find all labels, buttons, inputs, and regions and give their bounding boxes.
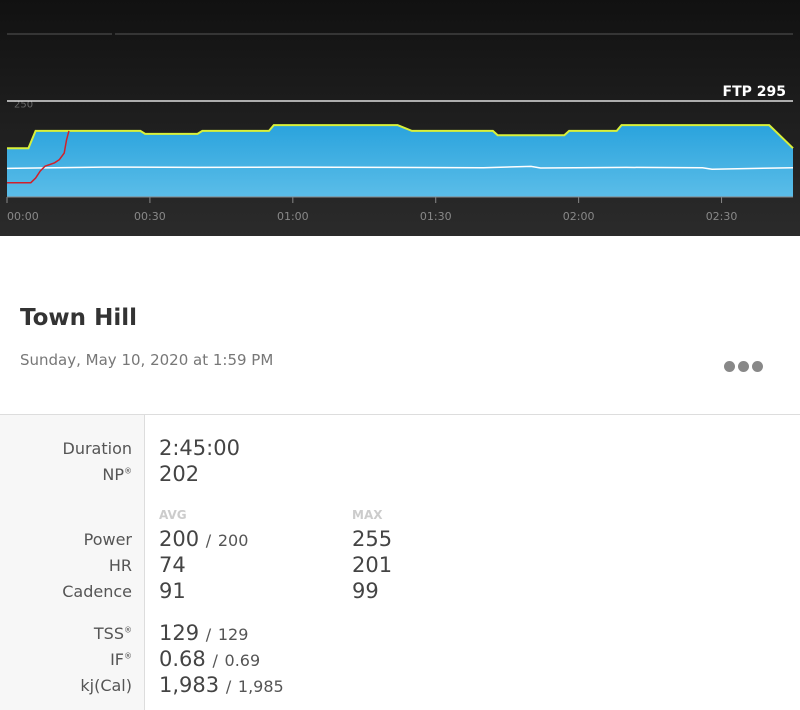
row-label: NP® [102,465,132,484]
separator: / [225,677,232,696]
avg-value: 91 [159,579,186,603]
alt-value: 0.69 [224,651,261,670]
registered-mark: ® [124,651,132,661]
series-line [6,165,794,171]
x-tick-label: 01:00 [277,210,309,223]
row-label: IF® [110,650,132,669]
x-tick-label: 01:30 [420,210,452,223]
separator: / [205,531,212,550]
ftp-label: FTP 295 [723,84,786,100]
registered-mark: ® [124,466,132,476]
workout-title: Town Hill [20,305,137,331]
training-value: 0.68 / 0.69 [159,647,260,671]
more-menu[interactable] [724,357,766,376]
label-text: NP [102,465,124,484]
separator: / [212,651,218,670]
avg-number: 91 [159,579,186,603]
row-label: Power [84,530,132,549]
chart-background [0,0,800,236]
x-tick-label: 00:00 [7,210,39,223]
label-text: HR [108,556,132,575]
row-label: kj(Cal) [80,676,132,695]
y-tick-label: 250 [14,100,33,111]
avg-number: 74 [159,553,186,577]
x-tick-label: 02:00 [563,210,595,223]
label-text: TSS [93,624,124,643]
summary-value: 2:45:00 [159,436,240,460]
label-text: Power [83,530,132,549]
training-value: 1,983 / 1,985 [159,673,284,697]
alt-value: 129 [217,625,249,644]
max-value: 201 [352,553,393,577]
workout-date: Sunday, May 10, 2020 at 1:59 PM [20,351,274,369]
divider [0,414,800,415]
training-number: 129 [159,621,200,645]
training-value: 129 / 129 [159,621,248,645]
column-header: AVG [159,508,187,522]
label-text: Cadence [62,582,132,601]
series-line [7,130,70,184]
label-text: Duration [62,439,133,458]
label-text: kj(Cal) [80,676,132,695]
x-tick-label: 02:30 [706,210,738,223]
separator: / [205,625,212,644]
target-line [7,124,794,150]
avg-value: 200 / 200 [159,527,248,551]
training-number: 0.68 [159,647,206,671]
row-label: HR [109,556,132,575]
power-area [7,125,793,197]
summary-value: 202 [159,462,200,486]
alt-value: 200 [217,531,249,550]
column-header: MAX [352,508,383,522]
row-label: Cadence [62,582,132,601]
avg-value: 74 [159,553,186,577]
workout-chart: 250 FTP 295 00:00 00:30 01:00 01:30 02:00 02:30 [0,0,800,236]
label-panel [0,415,145,710]
label-text: IF [110,650,124,669]
row-label: Duration [63,439,133,458]
alt-value: 1,985 [237,677,284,696]
x-tick-label: 00:30 [134,210,166,223]
row-label: TSS® [94,624,132,643]
max-value: 99 [352,579,379,603]
avg-number: 200 [159,527,200,551]
registered-mark: ® [124,625,132,635]
training-number: 1,983 [159,673,220,697]
max-value: 255 [352,527,393,551]
